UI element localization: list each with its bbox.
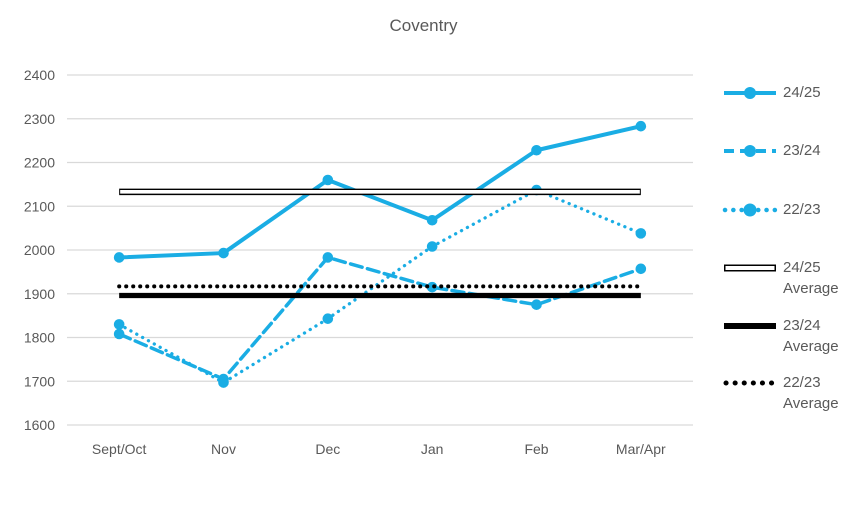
legend-item-22-23-average[interactable]: 22/23 Average [722,372,839,414]
series-marker-22-23[interactable] [218,377,229,388]
legend-label: 23/24 [783,317,821,334]
series-marker-24-25[interactable] [113,252,125,263]
x-tick-label: Feb [524,441,548,457]
legend-swatch-dotted-black-line [723,380,777,386]
legend-label: 23/24 [783,142,821,159]
series-marker-24-25[interactable] [322,174,334,186]
legend-swatch-dashed-line [724,145,776,157]
y-tick-label: 2100 [24,198,55,214]
legend-swatch-solid-line [724,87,776,99]
legend-marker-sample [743,203,757,217]
series-marker-24-25[interactable] [426,214,438,226]
series-marker-23-24[interactable] [113,328,125,340]
legend-item-24-25[interactable]: 24/25 [722,82,821,104]
y-tick-label: 1800 [24,330,55,346]
series-marker-22-23[interactable] [113,319,125,330]
series-marker-22-23[interactable] [635,228,647,239]
x-tick-label: Mar/Apr [616,441,666,457]
series-marker-23-24[interactable] [635,263,647,275]
y-tick-label: 2000 [24,242,55,258]
series-line-23-24[interactable] [117,255,643,381]
legend-swatch-dotted-line [722,203,778,217]
x-tick-label: Jan [421,441,444,457]
legend-swatch-thick-line [724,323,776,329]
x-tick-label: Nov [211,441,236,457]
legend: 24/25 23/24 22/23 [722,0,847,513]
legend-item-22-23[interactable]: 22/23 [722,199,821,221]
legend-item-23-24[interactable]: 23/24 [722,140,821,162]
y-tick-label: 2300 [24,111,55,127]
legend-sublabel: Average [783,338,839,355]
series-marker-24-25[interactable] [635,120,647,132]
legend-label: 24/25 [783,259,821,276]
series-line-22-23[interactable] [117,188,643,385]
legend-sublabel: Average [783,395,839,412]
series-marker-22-23[interactable] [322,313,334,324]
y-tick-label: 1900 [24,286,55,302]
legend-marker-sample [744,87,756,99]
plot-area: 2400 2300 2200 2100 2000 1900 1800 1700 1600 Sept… [24,67,693,457]
x-tick-label: Sept/Oct [92,441,147,457]
legend-item-23-24-average[interactable]: 23/24 Average [722,315,839,357]
series-line-24-25[interactable] [117,124,643,260]
chart-title: Coventry [389,16,458,35]
y-tick-label: 2400 [24,67,55,83]
y-tick-label: 2200 [24,155,55,171]
legend-label: 22/23 [783,374,821,391]
legend-marker-sample [744,145,756,157]
legend-swatch-double-line [724,264,776,272]
legend-label: 24/25 [783,84,821,101]
y-tick-label: 1600 [24,417,55,433]
series-marker-23-24[interactable] [322,252,334,263]
legend-sublabel: Average [783,280,839,297]
legend-item-24-25-average[interactable]: 24/25 Average [722,257,839,299]
series-marker-24-25[interactable] [531,144,542,156]
series-marker-24-25[interactable] [218,247,229,259]
legend-label: 22/23 [783,201,821,218]
y-tick-label: 1700 [24,373,55,389]
x-tick-label: Dec [315,441,340,457]
series-marker-23-24[interactable] [531,299,542,310]
series-marker-22-23[interactable] [426,241,438,252]
